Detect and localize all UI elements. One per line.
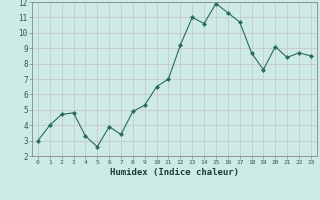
X-axis label: Humidex (Indice chaleur): Humidex (Indice chaleur) [110, 168, 239, 177]
